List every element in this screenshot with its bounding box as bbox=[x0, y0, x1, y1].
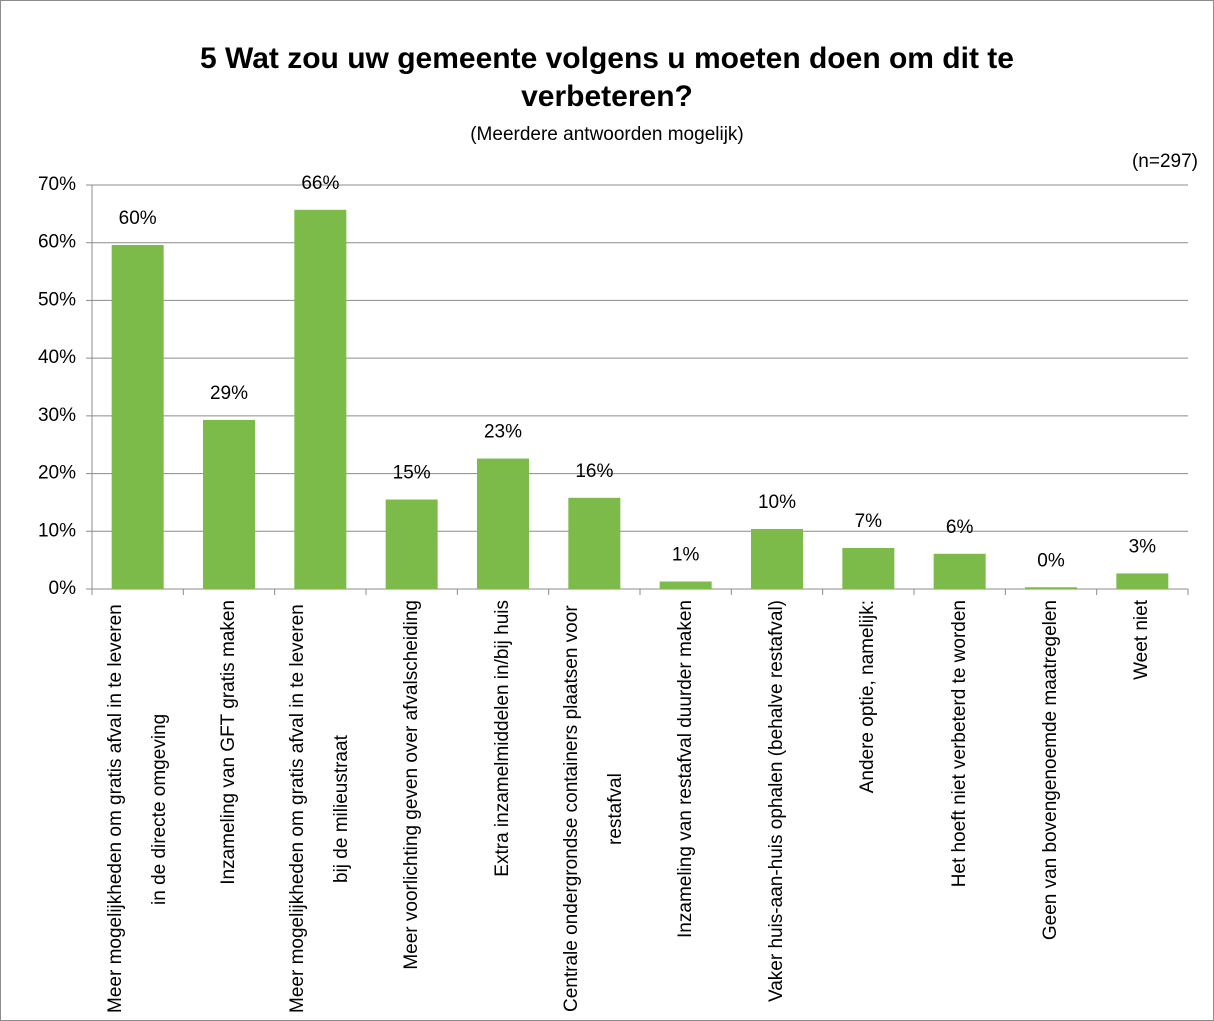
x-tick-label: Meer voorlichting geven over afvalscheid… bbox=[400, 600, 422, 970]
y-tick-label: 70% bbox=[38, 174, 76, 195]
bar bbox=[477, 458, 529, 589]
y-tick-label: 50% bbox=[38, 289, 76, 310]
chart-title: 5 Wat zou uw gemeente volgens u moeten d… bbox=[200, 42, 1014, 113]
data-label: 7% bbox=[855, 511, 883, 532]
x-tick-label: Meer mogelijkheden om gratis afval in te… bbox=[287, 604, 353, 1014]
bar bbox=[1116, 573, 1169, 589]
x-tick-label: Extra inzamelmiddelen in/bij huis bbox=[492, 600, 513, 877]
data-label: 0% bbox=[1037, 550, 1065, 571]
y-tick-label: 60% bbox=[38, 232, 76, 253]
bar bbox=[1025, 587, 1077, 589]
bar bbox=[842, 548, 895, 589]
x-tick-label: Vaker huis-aan-huis ophalen (behalve res… bbox=[766, 600, 787, 1003]
data-label: 16% bbox=[575, 461, 613, 482]
y-tick-label: 30% bbox=[38, 405, 76, 426]
data-label: 6% bbox=[946, 517, 974, 538]
x-tick-label: Weet niet bbox=[1131, 600, 1153, 680]
y-tick-label: 10% bbox=[38, 520, 76, 541]
x-tick-label: Inzameling van restafval duurder maken bbox=[674, 600, 696, 938]
x-tick-label: Centrale ondergrondse containers plaatse… bbox=[561, 605, 627, 1013]
bar bbox=[111, 245, 164, 589]
x-tick-label: Inzameling van GFT gratis maken bbox=[218, 600, 239, 885]
data-label: 10% bbox=[758, 492, 796, 513]
data-label: 23% bbox=[484, 422, 522, 443]
annotation: (n=297) bbox=[1131, 151, 1198, 172]
bar bbox=[751, 528, 803, 589]
x-tick-label: Het hoeft niet verbeterd te worden bbox=[948, 600, 970, 888]
data-label: 29% bbox=[210, 383, 248, 404]
x-tick-label: Geen van bovengenoemde maatregelen bbox=[1040, 600, 1061, 941]
y-tick-label: 0% bbox=[49, 578, 77, 599]
data-label: 3% bbox=[1129, 536, 1157, 557]
data-label: 66% bbox=[301, 173, 339, 194]
bar bbox=[659, 581, 712, 589]
bar bbox=[933, 553, 986, 589]
bar bbox=[294, 209, 347, 589]
data-label: 60% bbox=[119, 208, 157, 229]
bar bbox=[203, 419, 255, 589]
chart-subtitle: (Meerdere antwoorden mogelijk) bbox=[470, 124, 744, 145]
y-tick-label: 40% bbox=[38, 347, 76, 368]
x-tick-label: Andere optie, namelijk: bbox=[857, 600, 879, 794]
bar bbox=[385, 499, 438, 589]
y-tick-label: 20% bbox=[38, 463, 76, 484]
bar bbox=[568, 497, 621, 589]
data-label: 1% bbox=[672, 545, 700, 566]
x-tick-label: Meer mogelijkheden om gratis afval in te… bbox=[104, 604, 170, 1014]
data-label: 15% bbox=[393, 463, 431, 484]
